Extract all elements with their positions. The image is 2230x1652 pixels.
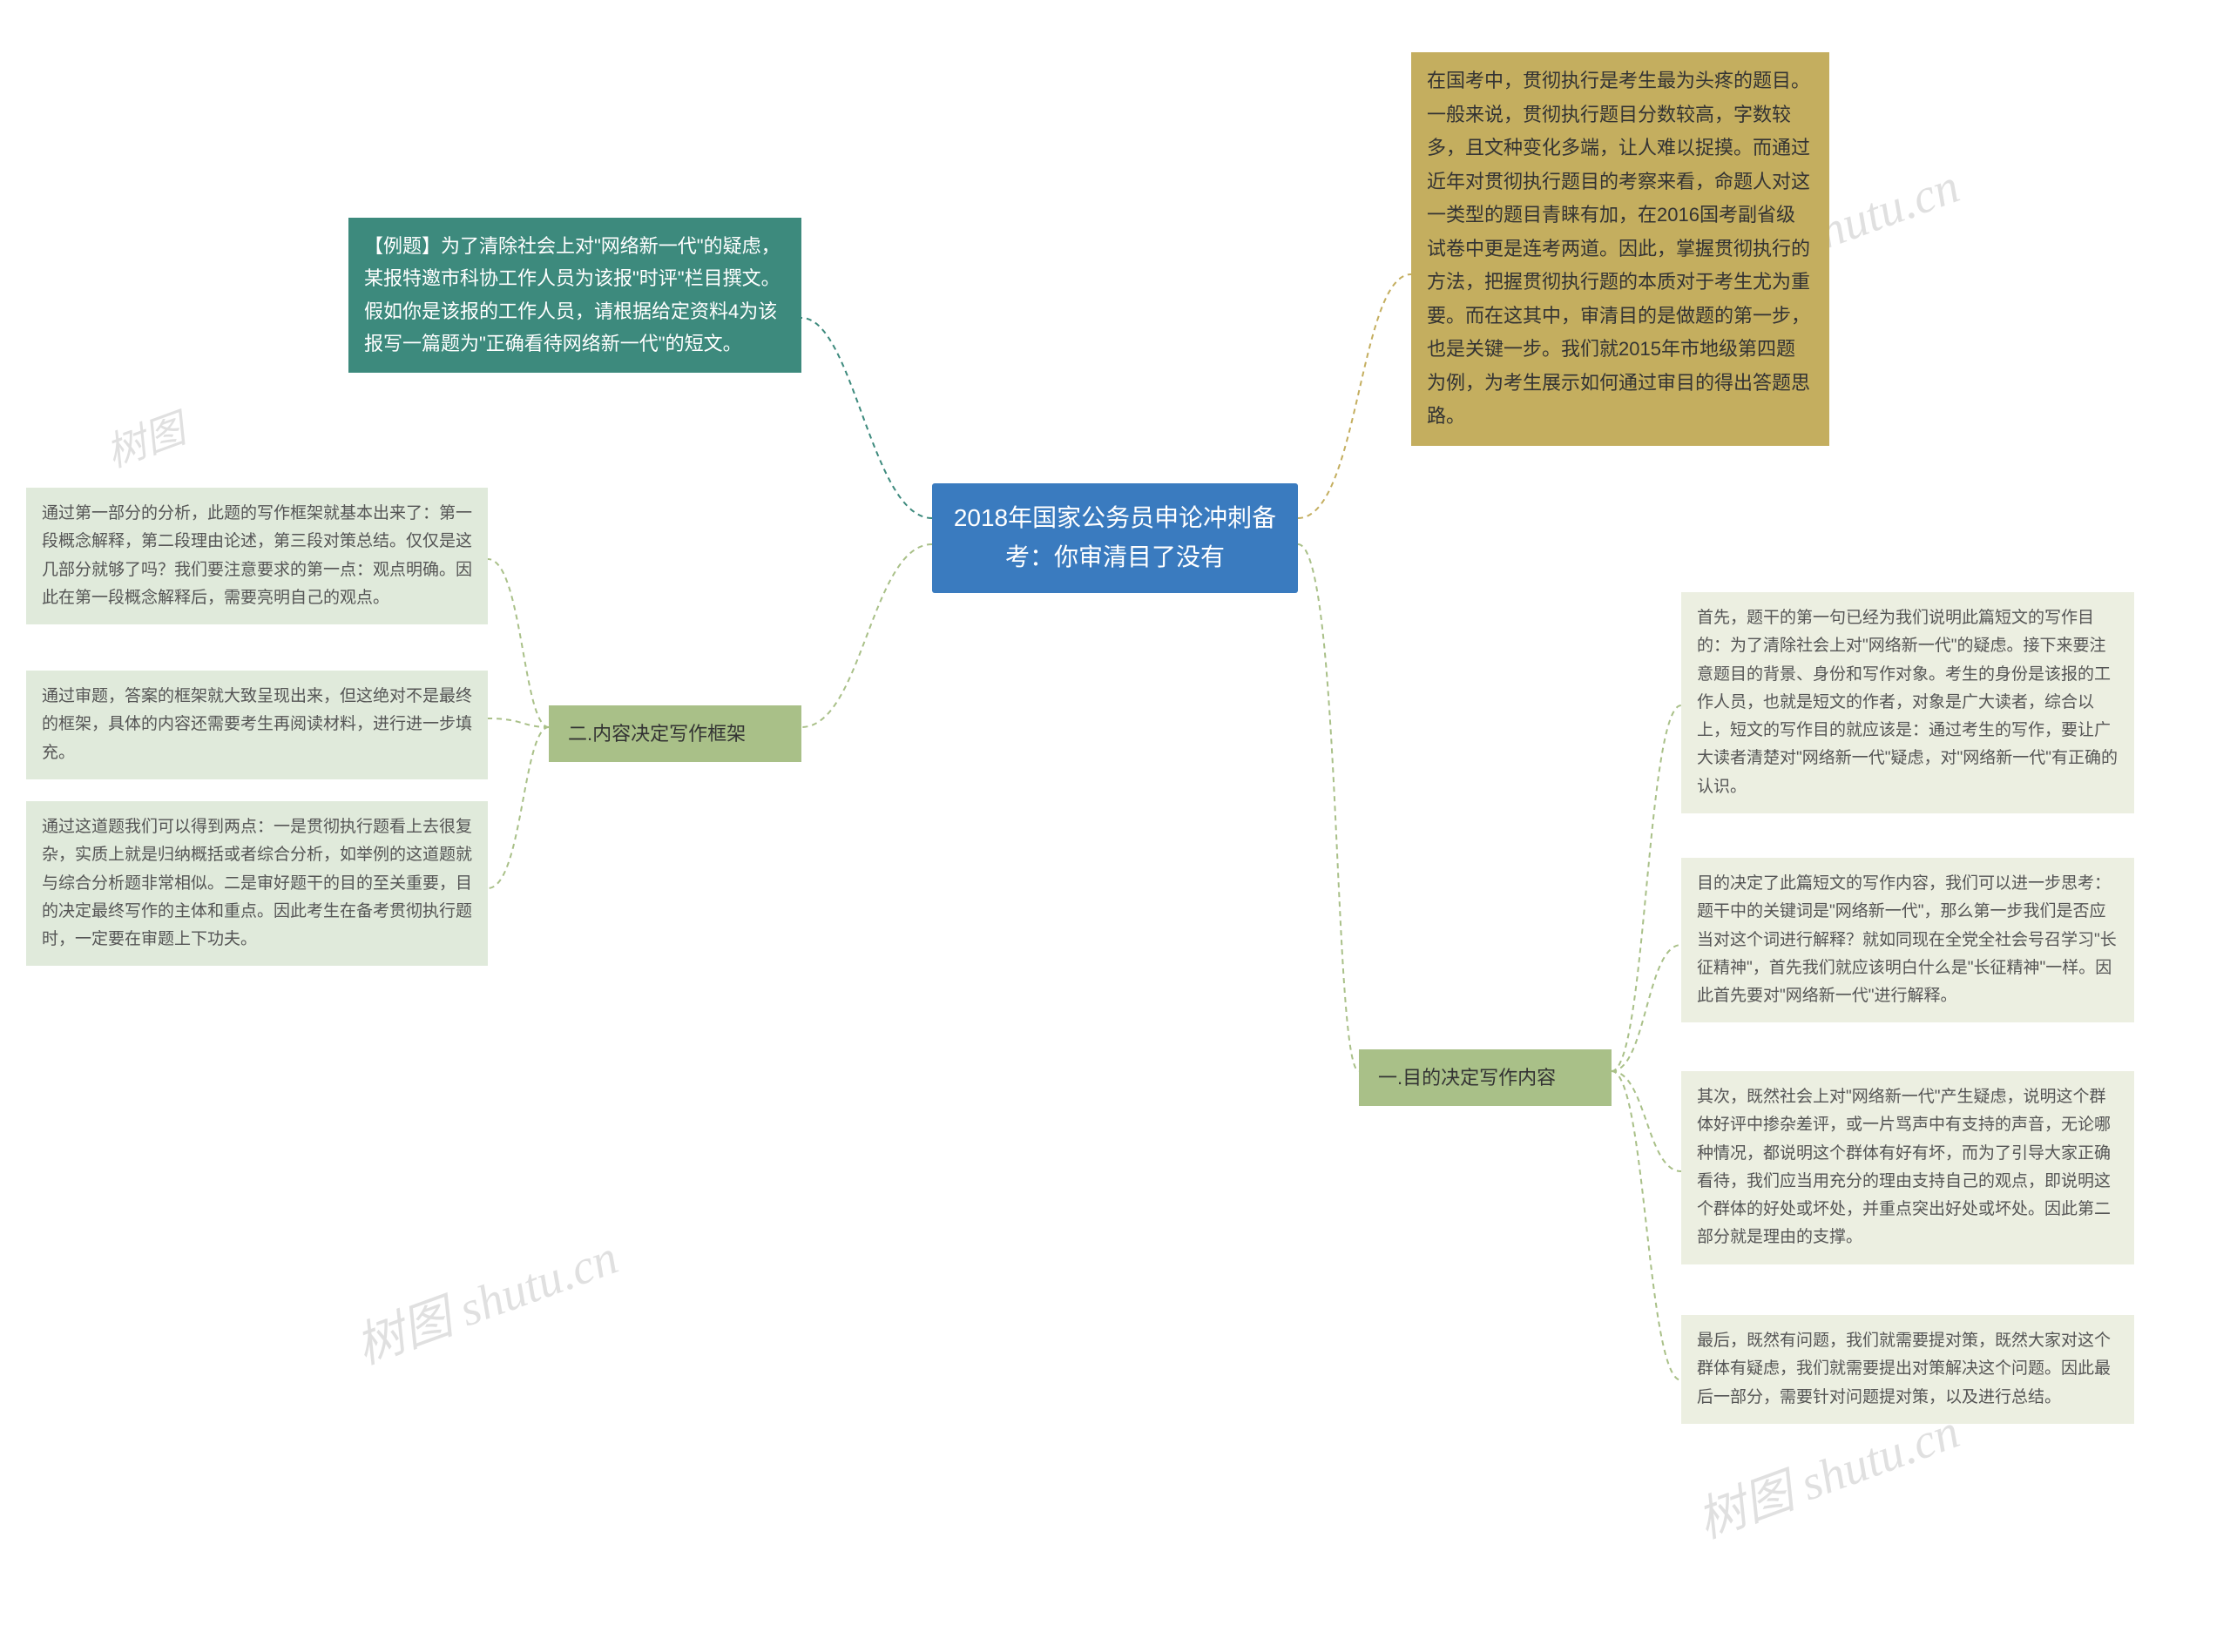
- left-leaf-0[interactable]: 通过第一部分的分析，此题的写作框架就基本出来了：第一段概念解释，第二段理由论述，…: [26, 488, 488, 624]
- right-leaf-1[interactable]: 目的决定了此篇短文的写作内容，我们可以进一步思考：题干中的关键词是"网络新一代"…: [1681, 858, 2134, 1022]
- right-leaf-3[interactable]: 最后，既然有问题，我们就需要提对策，既然大家对这个群体有疑虑，我们就需要提出对策…: [1681, 1315, 2134, 1424]
- watermark: 树图: [97, 397, 192, 478]
- root-node[interactable]: 2018年国家公务员申论冲刺备考：你审清目了没有: [932, 483, 1298, 593]
- right-leaf-0[interactable]: 首先，题干的第一句已经为我们说明此篇短文的写作目的：为了清除社会上对"网络新一代…: [1681, 592, 2134, 813]
- left-branch-content[interactable]: 二.内容决定写作框架: [549, 705, 801, 762]
- right-leaf-2[interactable]: 其次，既然社会上对"网络新一代"产生疑虑，说明这个群体好评中掺杂差评，或一片骂声…: [1681, 1071, 2134, 1264]
- left-leaf-1[interactable]: 通过审题，答案的框架就大致呈现出来，但这绝对不是最终的框架，具体的内容还需要考生…: [26, 671, 488, 779]
- left-branch-example[interactable]: 【例题】为了清除社会上对"网络新一代"的疑虑，某报特邀市科协工作人员为该报"时评…: [348, 218, 801, 373]
- left-leaf-2[interactable]: 通过这道题我们可以得到两点：一是贯彻执行题看上去很复杂，实质上就是归纳概括或者综…: [26, 801, 488, 966]
- watermark: 树图 shutu.cn: [345, 1218, 626, 1379]
- right-branch-intro[interactable]: 在国考中，贯彻执行是考生最为头疼的题目。一般来说，贯彻执行题目分数较高，字数较多…: [1411, 52, 1829, 446]
- right-branch-purpose[interactable]: 一.目的决定写作内容: [1359, 1049, 1612, 1106]
